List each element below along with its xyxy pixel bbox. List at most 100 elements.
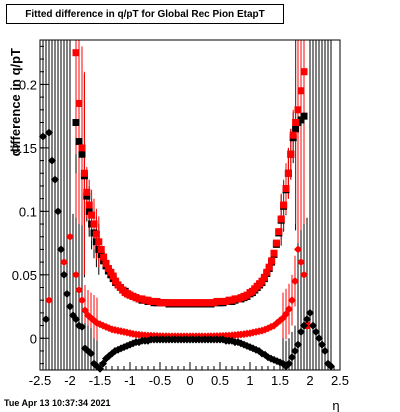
data-point-diamond: [312, 327, 320, 336]
data-point-diamond: [99, 359, 107, 368]
data-point-diamond: [294, 340, 302, 349]
data-point-square: [300, 68, 308, 76]
data-point-diamond: [294, 245, 302, 254]
data-point-square: [107, 268, 115, 276]
data-point-diamond: [57, 245, 65, 254]
data-point-diamond: [78, 322, 86, 331]
data-point-square: [78, 150, 86, 158]
data-point-square: [78, 144, 86, 152]
data-point-square: [282, 185, 290, 192]
data-point-square: [263, 268, 271, 276]
data-point-square: [287, 150, 295, 158]
data-point-diamond: [285, 305, 293, 314]
data-point-diamond: [321, 346, 329, 355]
data-point-square: [277, 215, 285, 223]
data-point-diamond: [291, 346, 299, 355]
data-point-square: [294, 106, 302, 114]
data-point-diamond: [282, 310, 290, 319]
data-point-square: [83, 192, 91, 200]
data-point-square: [72, 49, 80, 57]
data-point-square: [80, 169, 88, 177]
x-tick-label: -1.5: [89, 373, 111, 388]
data-point-diamond: [306, 308, 314, 317]
data-point-square: [268, 257, 276, 265]
data-point-square: [85, 207, 93, 215]
data-point-diamond: [39, 132, 47, 141]
data-point-diamond: [45, 296, 53, 305]
x-tick-label: -1: [124, 373, 136, 388]
data-point-diamond: [48, 156, 56, 165]
data-point-square: [83, 188, 91, 196]
data-point-diamond: [78, 296, 86, 305]
data-point-square: [95, 238, 103, 246]
timestamp-footer: Tue Apr 13 10:37:34 2021: [4, 398, 111, 408]
data-point-square: [90, 220, 98, 228]
x-tick-label: -2.5: [29, 373, 51, 388]
data-point-diamond: [75, 286, 83, 295]
data-point-square: [72, 119, 80, 126]
y-tick-label: 0.05: [12, 268, 37, 283]
data-point-square: [265, 263, 273, 271]
x-tick-label: -0.5: [149, 373, 171, 388]
data-point-square: [289, 131, 297, 139]
data-point-square: [258, 277, 266, 285]
y-axis: 0 0.05 0.1 0.15 0.2: [12, 45, 49, 365]
data-point-square: [292, 119, 300, 126]
data-point-diamond: [297, 327, 305, 336]
x-axis-label: η: [332, 398, 339, 412]
data-point-diamond: [81, 306, 89, 315]
x-tick-label: 1.5: [271, 373, 289, 388]
data-point-square: [85, 201, 93, 209]
data-point-square: [275, 228, 283, 236]
data-point-diamond: [285, 359, 293, 368]
data-point-diamond: [60, 258, 68, 267]
data-point-diamond: [87, 349, 95, 358]
data-point-diamond: [291, 277, 299, 286]
x-tick-label: 0: [186, 373, 193, 388]
data-point-diamond: [54, 207, 62, 216]
data-point-square: [292, 125, 300, 133]
data-point-square: [102, 259, 110, 267]
data-point-square: [284, 169, 292, 177]
data-point-diamond: [66, 232, 74, 241]
data-point-diamond: [309, 321, 317, 330]
data-point-diamond: [45, 128, 53, 137]
data-point-diamond: [60, 270, 68, 279]
y-tick-label: 0: [30, 331, 37, 346]
data-point-square: [297, 116, 305, 124]
x-tick-label: 1: [246, 373, 253, 388]
data-point-square: [280, 201, 288, 209]
x-axis: -2.5 -2 -1.5 -1 -0.5 0 0.5 1 1.5 2 2.5: [29, 362, 349, 388]
x-tick-label: 2: [306, 373, 313, 388]
data-point-square: [104, 264, 112, 272]
data-point-square: [100, 253, 108, 261]
data-point-diamond: [72, 270, 80, 279]
data-point-square: [112, 277, 120, 285]
data-point-diamond: [72, 315, 80, 324]
x-tick-label: 2.5: [331, 373, 349, 388]
data-point-square: [270, 249, 278, 257]
data-point-diamond: [327, 362, 335, 371]
data-point-diamond: [297, 258, 305, 267]
data-point-square: [272, 239, 280, 247]
data-point-diamond: [315, 334, 323, 343]
data-point-diamond: [318, 340, 326, 349]
y-tick-label: 0.2: [19, 77, 37, 92]
data-point-diamond: [63, 289, 71, 298]
data-point-diamond: [51, 175, 59, 184]
x-tick-label: 0.5: [211, 373, 229, 388]
data-point-square: [97, 245, 105, 253]
data-point-square: [260, 273, 268, 281]
data-point-diamond: [42, 315, 50, 324]
x-tick-label: -2: [64, 373, 76, 388]
y-tick-label: 0.15: [12, 141, 37, 156]
data-point-square: [75, 138, 83, 146]
data-markers: [39, 49, 335, 373]
data-point-diamond: [300, 321, 308, 330]
data-point-diamond: [66, 302, 74, 311]
data-point-square: [75, 99, 83, 107]
data-point-diamond: [288, 353, 296, 362]
data-point-diamond: [303, 315, 311, 324]
data-point-diamond: [300, 270, 308, 279]
